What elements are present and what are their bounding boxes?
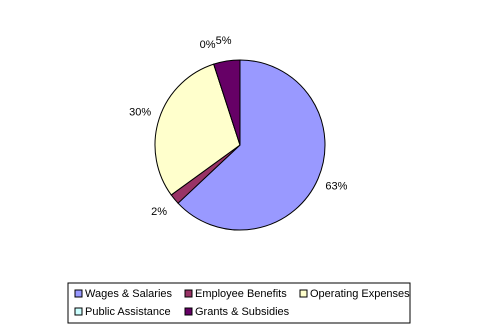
- data-label: 5%: [216, 35, 232, 47]
- pie-slice: [213, 59, 241, 146]
- legend-label: Employee Benefits: [195, 288, 287, 300]
- legend-box: [67, 282, 411, 324]
- legend-label: Grants & Subsidies: [195, 306, 290, 318]
- legend-swatch: [299, 289, 308, 298]
- legend-label: Operating Expenses: [310, 288, 410, 300]
- legend-label: Public Assistance: [85, 306, 171, 318]
- legend-swatch: [74, 289, 83, 298]
- legend-swatch: [184, 289, 193, 298]
- pie-slice: [177, 59, 326, 231]
- legend-swatch: [184, 307, 193, 316]
- data-label: 30%: [129, 106, 151, 118]
- data-label: 63%: [325, 181, 347, 193]
- legend-swatch: [74, 307, 83, 316]
- data-label: 2%: [151, 206, 167, 218]
- legend-label: Wages & Salaries: [85, 288, 173, 300]
- pie-slice: [154, 63, 241, 196]
- data-label: 0%: [200, 39, 216, 51]
